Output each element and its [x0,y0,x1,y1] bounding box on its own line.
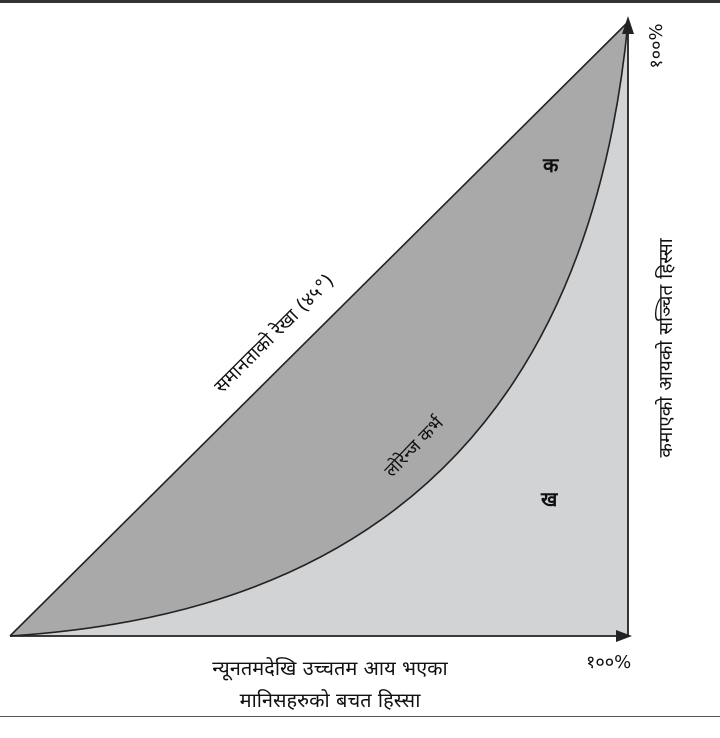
area-b-label: ख [540,487,559,511]
top-rule [0,0,720,3]
y-axis-label: कमाएको आयको सञ्चित हिस्सा [654,237,677,457]
lorenz-curve [9,21,629,637]
x-axis-label-line2: मानिसहरुको बचत हिस्सा [239,688,421,712]
area-b [10,22,628,636]
x-axis-max-label: १००% [586,652,631,673]
bottom-rule [0,716,720,717]
x-axis-label-line1: न्यूनतमदेखि उच्चतम आय भएका [212,656,448,680]
y-axis-max-label: १००% [646,23,667,68]
equality-line [9,21,629,637]
y-axis-arrow [622,16,634,34]
x-axis-label: न्यूनतमदेखि उच्चतम आय भएका मानिसहरुको बच… [130,652,530,716]
x-axis-arrow [616,630,632,642]
area-a-label: क [542,153,560,177]
